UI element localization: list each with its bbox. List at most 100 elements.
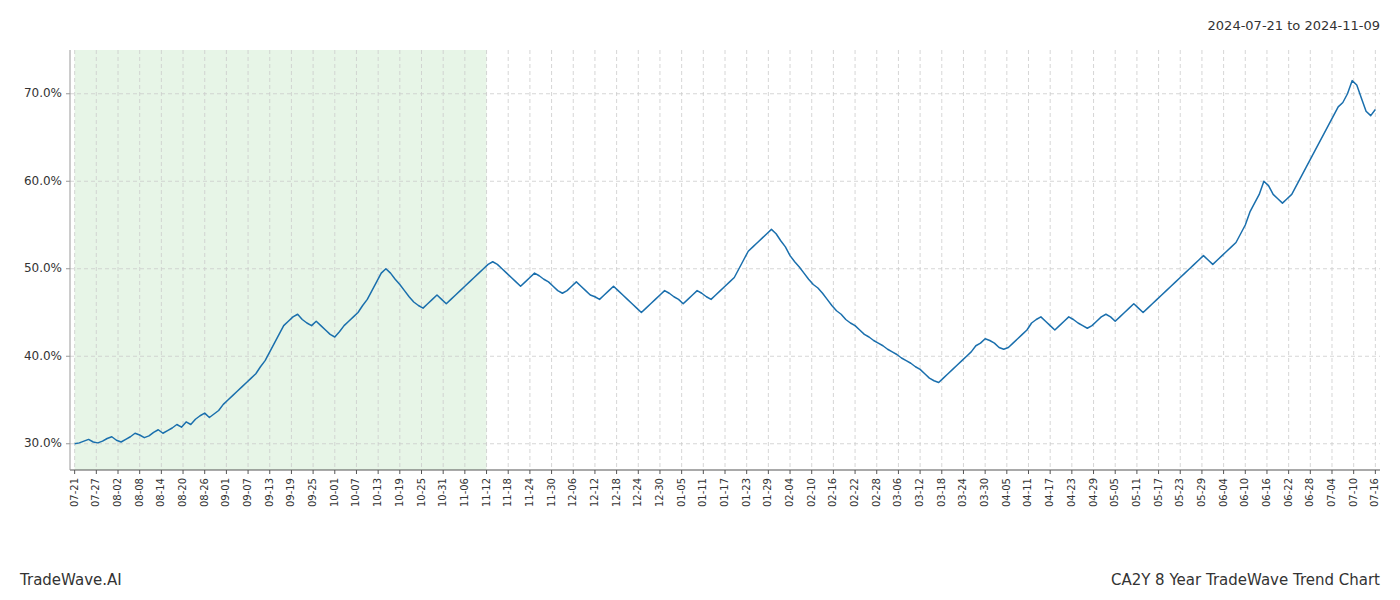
x-tick-label: 10-25 (416, 478, 427, 507)
grid-line-x (1201, 50, 1202, 470)
x-tick (161, 470, 162, 474)
x-tick-label: 05-23 (1174, 478, 1185, 507)
x-tick-label: 07-10 (1348, 478, 1359, 507)
x-tick (1266, 470, 1267, 474)
x-tick-label: 09-01 (220, 478, 231, 507)
x-tick-label: 08-08 (134, 478, 145, 507)
x-tick-label: 10-19 (394, 478, 405, 507)
x-tick (183, 470, 184, 474)
x-tick (1028, 470, 1029, 474)
x-tick (1093, 470, 1094, 474)
x-tick-label: 09-07 (242, 478, 253, 507)
grid-line-y (70, 181, 1380, 182)
x-tick-label: 10-01 (329, 478, 340, 507)
y-tick-label: 30.0% (24, 436, 62, 450)
grid-line-x (963, 50, 964, 470)
x-tick (876, 470, 877, 474)
x-tick-label: 05-05 (1109, 478, 1120, 507)
x-tick (963, 470, 964, 474)
subtitle: 2024-07-21 to 2024-11-09 (1208, 18, 1380, 33)
x-tick-label: 10-07 (350, 478, 361, 507)
shaded-region (75, 50, 487, 470)
grid-line-x (313, 50, 314, 470)
grid-line-x (443, 50, 444, 470)
x-tick-label: 11-06 (459, 478, 470, 507)
x-tick-label: 07-21 (69, 478, 80, 507)
grid-line-x (746, 50, 747, 470)
x-tick (1331, 470, 1332, 474)
x-tick (486, 470, 487, 474)
x-tick (1071, 470, 1072, 474)
x-tick-label: 01-05 (676, 478, 687, 507)
grid-line-x (334, 50, 335, 470)
x-tick-label: 12-18 (611, 478, 622, 507)
x-tick (941, 470, 942, 474)
x-tick-label: 02-22 (849, 478, 860, 507)
x-tick-label: 09-25 (307, 478, 318, 507)
x-tick (291, 470, 292, 474)
x-tick-label: 03-06 (892, 478, 903, 507)
y-tick-label: 60.0% (24, 174, 62, 188)
grid-line-x (681, 50, 682, 470)
x-tick (811, 470, 812, 474)
x-tick-label: 12-24 (632, 478, 643, 507)
grid-line-x (1071, 50, 1072, 470)
x-tick (356, 470, 357, 474)
grid-line-x (508, 50, 509, 470)
x-tick-label: 07-27 (90, 478, 101, 507)
x-tick (703, 470, 704, 474)
x-tick-label: 02-04 (784, 478, 795, 507)
x-tick-label: 08-26 (199, 478, 210, 507)
grid-line-x (1028, 50, 1029, 470)
x-tick-label: 02-16 (827, 478, 838, 507)
grid-line-x (1331, 50, 1332, 470)
y-tick-label: 70.0% (24, 86, 62, 100)
grid-line-x (1288, 50, 1289, 470)
y-tick-label: 50.0% (24, 261, 62, 275)
x-tick (1288, 470, 1289, 474)
x-tick-label: 03-12 (914, 478, 925, 507)
grid-line-x (356, 50, 357, 470)
grid-line-x (616, 50, 617, 470)
y-tick (66, 356, 70, 357)
x-tick (139, 470, 140, 474)
x-tick (790, 470, 791, 474)
grid-line-x (985, 50, 986, 470)
grid-line-x (183, 50, 184, 470)
x-tick-label: 04-29 (1088, 478, 1099, 507)
x-tick-label: 08-14 (155, 478, 166, 507)
grid-line-x (1375, 50, 1376, 470)
x-tick-label: 09-13 (264, 478, 275, 507)
grid-line-x (529, 50, 530, 470)
grid-line-x (920, 50, 921, 470)
chart-title: CA2Y 8 Year TradeWave Trend Chart (1111, 571, 1380, 589)
grid-line-x (378, 50, 379, 470)
grid-line-x (941, 50, 942, 470)
grid-line-x (898, 50, 899, 470)
x-tick-label: 08-20 (177, 478, 188, 507)
x-tick-label: 09-19 (285, 478, 296, 507)
x-tick-label: 05-11 (1131, 478, 1142, 507)
x-tick (508, 470, 509, 474)
x-tick (118, 470, 119, 474)
x-tick-label: 06-16 (1261, 478, 1272, 507)
x-tick-label: 06-04 (1218, 478, 1229, 507)
grid-line-x (421, 50, 422, 470)
grid-line-x (74, 50, 75, 470)
grid (70, 50, 1380, 470)
x-tick (659, 470, 660, 474)
grid-line-x (1266, 50, 1267, 470)
x-tick (1353, 470, 1354, 474)
x-tick (248, 470, 249, 474)
x-tick-label: 06-10 (1239, 478, 1250, 507)
x-tick (551, 470, 552, 474)
annotation: TradeWave.AI (19, 571, 122, 589)
x-tick-label: 05-29 (1196, 478, 1207, 507)
x-tick (1158, 470, 1159, 474)
x-tick (269, 470, 270, 474)
x-tick-label: 03-18 (936, 478, 947, 507)
grid-line-x (790, 50, 791, 470)
grid-line-x (226, 50, 227, 470)
grid-line-x (876, 50, 877, 470)
axes: 30.0%40.0%50.0%60.0%70.0%07-2107-2708-02… (24, 50, 1380, 507)
